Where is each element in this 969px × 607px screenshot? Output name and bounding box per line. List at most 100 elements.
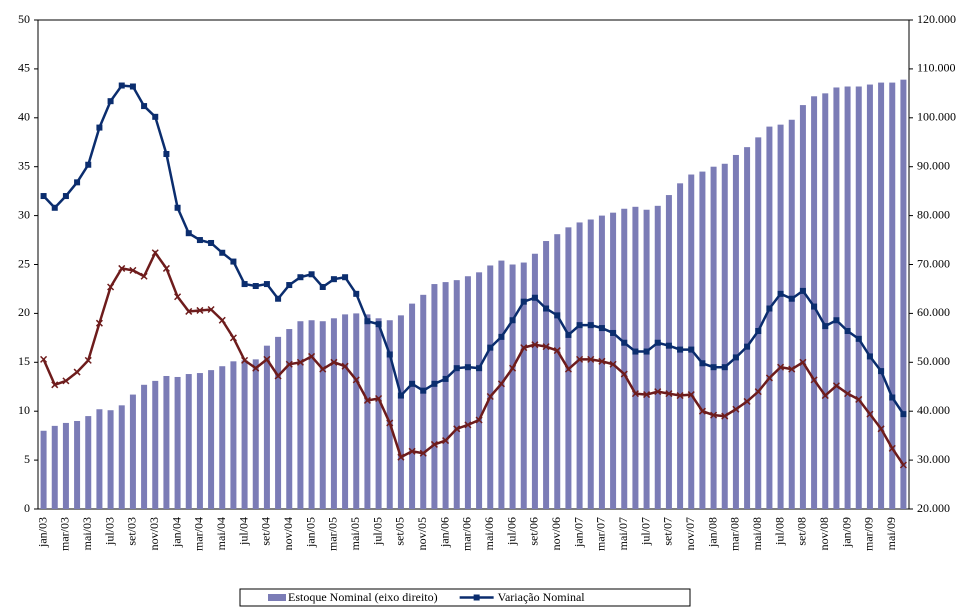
bar: [208, 370, 215, 509]
bar: [185, 374, 192, 509]
marker: [497, 380, 505, 388]
y2-tick-label: 60.000: [917, 305, 950, 319]
y-tick-label: 30: [18, 207, 30, 221]
marker: [710, 364, 717, 371]
bar: [520, 262, 527, 509]
bar: [129, 394, 136, 509]
y2-tick-label: 90.000: [917, 158, 950, 172]
bar: [464, 276, 471, 509]
bar: [409, 303, 416, 509]
bar: [531, 253, 538, 509]
y2-tick-label: 110.000: [917, 61, 956, 75]
marker: [844, 390, 852, 398]
marker: [140, 272, 148, 280]
x-tick-label: nov/07: [683, 517, 697, 550]
bar: [744, 147, 751, 509]
marker: [40, 193, 47, 200]
bar: [811, 96, 818, 509]
bar: [587, 219, 594, 509]
x-tick-label: set/03: [125, 517, 139, 546]
marker: [274, 372, 282, 380]
bar: [107, 410, 114, 509]
y-tick-label: 45: [18, 61, 30, 75]
marker: [386, 351, 393, 358]
bar: [330, 318, 337, 509]
marker: [275, 295, 282, 302]
marker: [810, 376, 818, 384]
marker: [777, 363, 785, 371]
bar: [833, 87, 840, 510]
bar: [576, 222, 583, 510]
bar: [219, 366, 226, 509]
x-tick-label: jan/06: [437, 517, 451, 548]
y-tick-label: 5: [24, 452, 30, 466]
bar: [621, 208, 628, 509]
marker: [710, 411, 718, 419]
legend-swatch: [268, 594, 286, 601]
marker: [799, 287, 806, 294]
y2-tick-label: 20.000: [917, 501, 950, 515]
marker: [878, 368, 885, 375]
marker: [665, 390, 673, 398]
bar: [710, 166, 717, 509]
bar: [654, 205, 661, 509]
marker: [777, 290, 784, 297]
bar: [866, 84, 873, 509]
bar: [230, 361, 237, 509]
x-tick-label: mai/07: [616, 517, 630, 550]
marker: [430, 440, 438, 448]
x-tick-label: jan/09: [839, 517, 853, 548]
marker: [788, 295, 795, 302]
bar: [141, 384, 148, 509]
marker: [755, 328, 762, 335]
marker: [531, 341, 539, 349]
marker: [743, 397, 751, 405]
y-tick-label: 35: [18, 158, 30, 172]
marker: [665, 342, 672, 349]
marker: [62, 193, 69, 200]
marker: [375, 394, 383, 403]
x-tick-label: jan/08: [705, 517, 719, 548]
bar: [364, 314, 371, 509]
marker: [241, 281, 248, 288]
marker: [73, 368, 81, 376]
marker: [855, 395, 863, 403]
marker: [732, 405, 740, 413]
marker: [96, 124, 103, 131]
x-tick-label: set/06: [527, 517, 541, 546]
marker: [576, 322, 583, 329]
bar: [118, 405, 125, 509]
marker: [811, 303, 818, 310]
y2-tick-label: 80.000: [917, 207, 950, 221]
marker: [129, 266, 137, 274]
bar: [766, 126, 773, 510]
marker: [643, 391, 651, 399]
bar: [85, 416, 92, 509]
marker: [308, 352, 316, 360]
line: [42, 250, 905, 466]
marker: [543, 305, 550, 312]
marker: [799, 358, 807, 366]
marker: [565, 331, 572, 338]
marker: [107, 98, 114, 105]
marker: [620, 370, 628, 378]
marker: [899, 461, 907, 469]
marker: [85, 161, 92, 168]
marker: [341, 362, 349, 370]
x-tick-label: jul/04: [236, 517, 250, 546]
marker: [363, 396, 371, 404]
marker: [654, 388, 662, 396]
x-tick-label: set/04: [259, 517, 273, 546]
bar: [386, 320, 393, 509]
marker: [353, 290, 360, 297]
bar: [431, 284, 438, 509]
marker: [375, 321, 382, 328]
x-tick-label: mai/04: [214, 517, 228, 550]
marker: [475, 416, 483, 424]
marker: [598, 357, 606, 365]
x-tick-label: nov/05: [415, 517, 429, 550]
marker: [129, 83, 136, 90]
marker: [598, 325, 605, 332]
bar: [822, 93, 829, 509]
